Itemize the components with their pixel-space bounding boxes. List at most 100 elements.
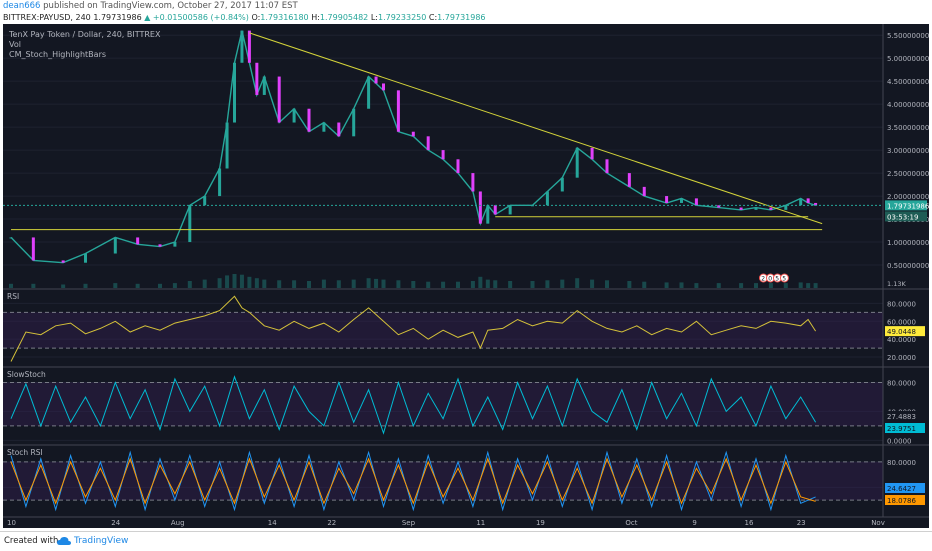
y-tick-label: 3.00000000 — [887, 147, 929, 155]
price-candle — [61, 260, 65, 263]
x-tick-label: 16 — [745, 519, 754, 527]
descending-trendline — [249, 32, 823, 225]
volume-bar — [739, 283, 744, 288]
tradingview-cloud-icon — [57, 536, 71, 545]
price-pane[interactable]: 5.50000000 5.00000000 4.50000000 4.00000000… — [3, 30, 929, 288]
value-badge — [885, 423, 925, 433]
volume-bar — [411, 281, 416, 288]
price-candle — [9, 237, 13, 239]
price-candle — [411, 131, 415, 137]
value-badge — [885, 411, 925, 421]
volume-bar — [61, 284, 66, 288]
open-value: 1.79316180 — [260, 13, 309, 22]
volume-bar — [225, 275, 230, 288]
price-candle — [627, 173, 631, 187]
price-candle — [694, 198, 698, 206]
price-candle — [203, 196, 207, 206]
symbol-label: BITTREX:PAYUSD, 240 — [3, 13, 91, 22]
price-candle — [113, 237, 117, 254]
price-candle — [31, 237, 35, 261]
series-line-3-1 — [10, 457, 816, 505]
volume-bar — [456, 281, 460, 288]
price-candle — [426, 136, 430, 151]
volume-legend: Vol — [9, 40, 21, 49]
stoch-badge-label: 5 — [775, 276, 779, 283]
volume-bar — [202, 279, 207, 288]
volume-bar — [254, 278, 259, 288]
volume-bar — [806, 283, 811, 288]
volume-bar — [31, 283, 36, 288]
price-candle — [680, 198, 683, 203]
volume-bar — [366, 278, 371, 288]
y-tick-label: 5.00000000 — [887, 55, 929, 63]
volume-bar — [217, 278, 222, 288]
price-candle — [799, 198, 803, 206]
slowstoch-pane[interactable]: 80.000040.00000.0000SlowStoch27.488323.9… — [3, 370, 925, 445]
volume-bar — [530, 281, 535, 288]
countdown-label: 03:53:19 — [887, 213, 918, 221]
indicator-band-fill — [3, 461, 883, 501]
x-tick-label: 14 — [268, 519, 277, 527]
volume-bar — [590, 279, 595, 288]
y-tick-label: 2.50000000 — [887, 170, 929, 178]
price-candle — [307, 108, 311, 132]
price-candle — [158, 244, 162, 247]
y-tick-label: 80.0000 — [887, 300, 916, 308]
price-candle — [471, 173, 475, 192]
y-tick-label: 1.00000000 — [887, 239, 929, 247]
close-label: C: — [428, 13, 438, 22]
price-candle — [218, 168, 222, 197]
volume-bar — [441, 281, 446, 288]
y-tick-label: 2.00000000 — [887, 193, 929, 201]
volume-bar — [307, 281, 311, 288]
price-candle — [769, 207, 773, 210]
volume-bar — [642, 281, 647, 288]
price-candle — [84, 253, 87, 263]
price-candle — [173, 242, 177, 247]
value-badge — [885, 326, 925, 337]
author-link[interactable]: dean666 — [3, 1, 41, 11]
price-candle — [545, 191, 549, 206]
volume-bar — [262, 279, 267, 288]
created-with-label: Created with — [4, 536, 59, 546]
chart-canvas[interactable]: 5.50000000 5.00000000 4.50000000 4.00000000… — [3, 24, 929, 528]
price-candle — [255, 62, 259, 95]
stoch-badge-label: 0 — [768, 276, 772, 283]
price-badge — [885, 200, 927, 211]
low-value: 1.79233250 — [377, 13, 427, 22]
price-candle — [396, 90, 400, 132]
volume-bar — [158, 283, 162, 288]
price-legend-title: TenX Pay Token / Dollar, 240, BITTREX — [8, 30, 161, 39]
countdown-badge — [885, 211, 927, 222]
x-tick-label: Aug — [171, 519, 185, 527]
tradingview-brand-link[interactable]: TradingView — [74, 536, 129, 546]
volume-bar — [798, 282, 803, 288]
price-candle — [240, 30, 244, 63]
price-candle — [441, 150, 445, 160]
price-candle — [292, 108, 296, 123]
x-tick-label: 10 — [7, 519, 16, 527]
price-candle — [247, 30, 251, 63]
price-candle — [590, 147, 594, 160]
x-tick-label: Oct — [625, 519, 637, 527]
volume-bar — [560, 279, 565, 288]
volume-axis-label: 1.13K — [887, 280, 906, 288]
volume-bar — [694, 283, 699, 288]
pane-title: SlowStoch — [7, 370, 46, 379]
volume-bar — [664, 282, 669, 288]
x-tick-label: 19 — [536, 519, 545, 527]
publish-text: published on TradingView.com, October 27… — [43, 1, 298, 11]
volume-bar — [605, 280, 609, 288]
price-axis-label: 1.79731986 — [887, 202, 929, 210]
volume-bar — [83, 283, 88, 288]
price-candle — [277, 76, 281, 123]
volume-bar — [485, 279, 490, 288]
rsi-pane[interactable]: 80.0000 60.0000 40.0000 20.0000 RSI 49.0448 — [3, 292, 925, 362]
series-line-1-0 — [10, 295, 817, 362]
series-line-2-0 — [10, 375, 817, 435]
volume-bar — [374, 278, 379, 288]
price-candle — [322, 122, 326, 132]
y-tick-label: 3.50000000 — [887, 124, 929, 132]
y-tick-label: 60.0000 — [887, 318, 916, 326]
